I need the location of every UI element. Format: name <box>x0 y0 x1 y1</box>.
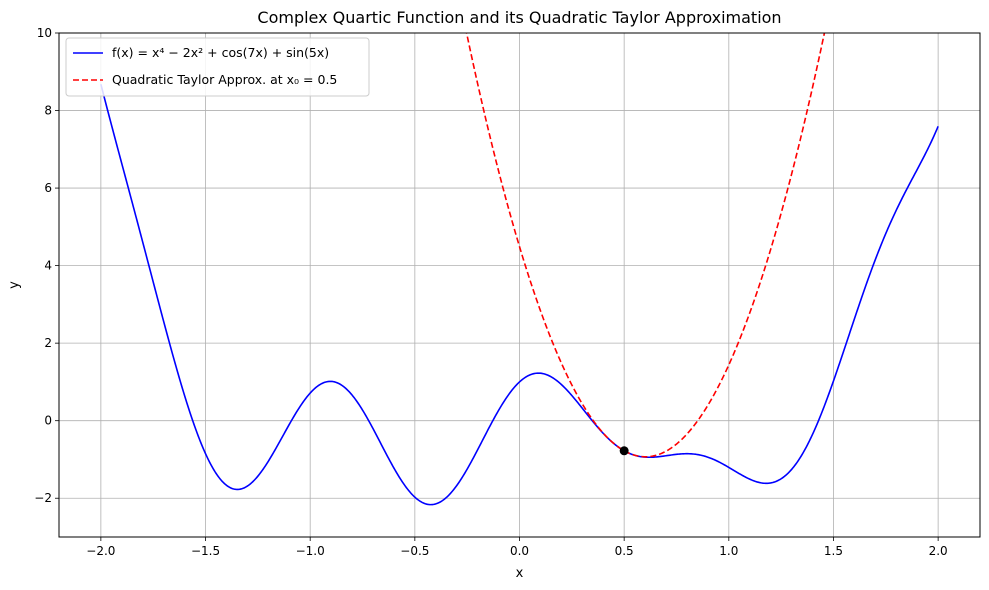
y-tick-label: 8 <box>44 104 52 118</box>
x-tick-label: 0.0 <box>510 544 529 558</box>
x-tick-label: 0.5 <box>615 544 634 558</box>
y-axis: −2 0 2 4 6 8 10 <box>34 26 59 505</box>
y-tick-label: 2 <box>44 336 52 350</box>
y-tick-label: 0 <box>44 414 52 428</box>
x-axis: −2.0 −1.5 −1.0 −0.5 0.0 0.5 1.0 1.5 2.0 <box>86 537 948 558</box>
expansion-point-marker <box>619 446 629 456</box>
x-tick-label: −1.0 <box>296 544 325 558</box>
y-tick-label: −2 <box>34 491 52 505</box>
y-axis-label: y <box>7 281 22 289</box>
legend-label-taylor: Quadratic Taylor Approx. at x₀ = 0.5 <box>112 72 337 87</box>
chart-title: Complex Quartic Function and its Quadrat… <box>257 8 781 27</box>
legend-box <box>65 37 370 97</box>
legend-label-f: f(x) = x⁴ − 2x² + cos(7x) + sin(5x) <box>112 45 329 60</box>
x-tick-label: −2.0 <box>86 544 115 558</box>
y-tick-label: 6 <box>44 181 52 195</box>
y-tick-label: 10 <box>37 26 52 40</box>
x-tick-label: 1.0 <box>719 544 738 558</box>
x-tick-label: −0.5 <box>400 544 429 558</box>
series-line-taylor <box>465 33 826 458</box>
plot-area <box>100 33 939 506</box>
x-tick-label: −1.5 <box>191 544 220 558</box>
legend: f(x) = x⁴ − 2x² + cos(7x) + sin(5x) Quad… <box>65 37 370 97</box>
grid <box>59 32 980 537</box>
series-line-f <box>100 83 939 506</box>
x-axis-label: x <box>516 566 524 581</box>
y-tick-label: 4 <box>44 259 52 273</box>
x-tick-label: 1.5 <box>824 544 843 558</box>
x-tick-label: 2.0 <box>929 544 948 558</box>
